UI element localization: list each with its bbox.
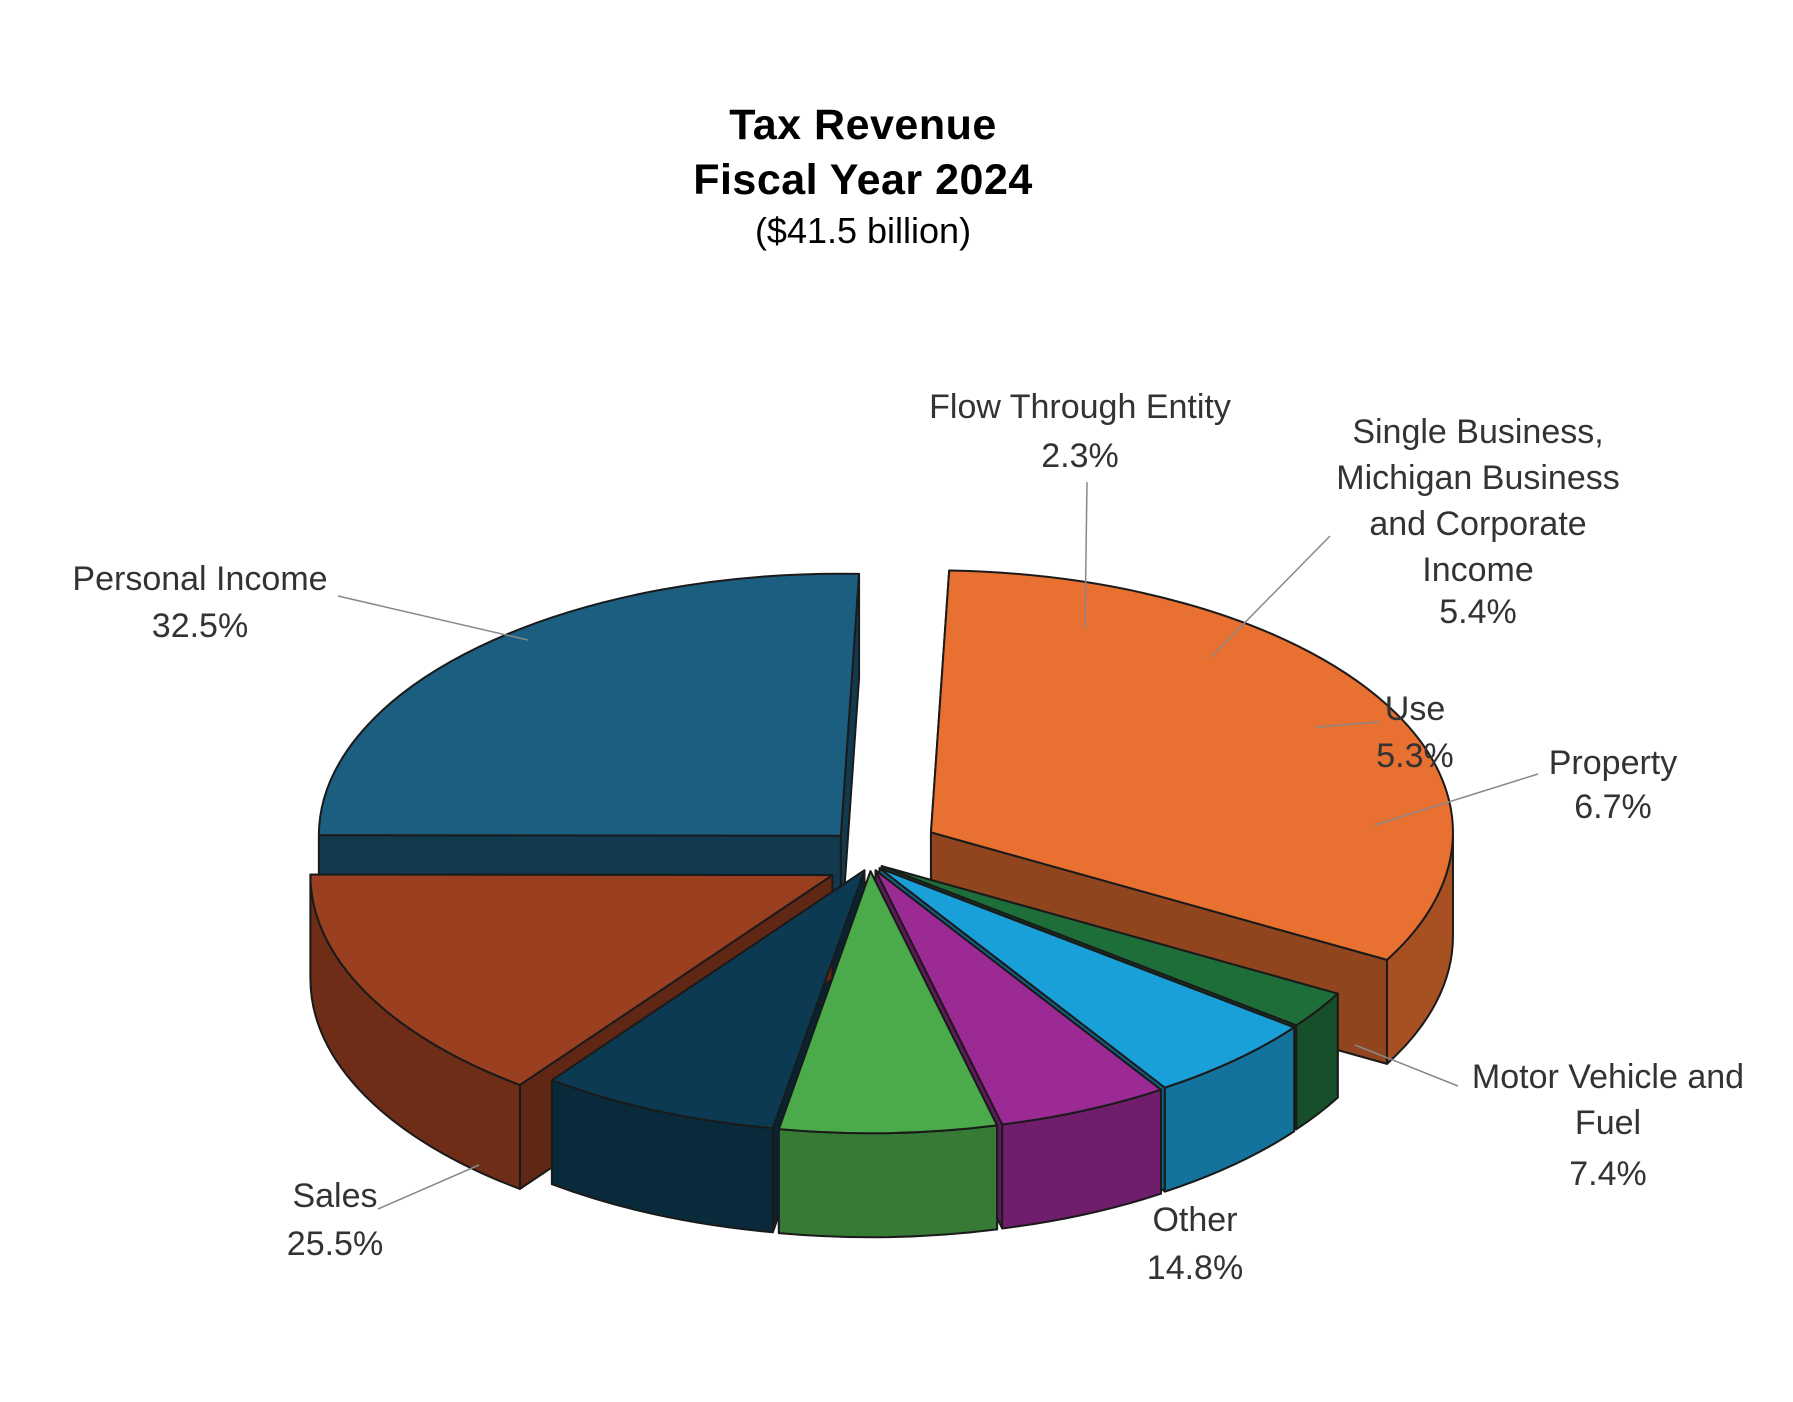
chart-total: ($41.5 billion) <box>754 210 972 251</box>
slice-percent-flow-through-entity: 2.3% <box>1041 437 1119 475</box>
pie-slice-use <box>874 869 1162 1126</box>
pie-slice-flow-through-entity <box>880 865 1339 1027</box>
leader-line-property <box>1374 773 1539 826</box>
slice-percent-sales: 25.5% <box>287 1225 383 1263</box>
slice-percent-use: 5.3% <box>1376 737 1454 775</box>
slice-labels: Personal Income 32.5% Flow Through Entity 2… <box>72 388 1744 1287</box>
pie-slice-sales <box>317 572 861 837</box>
pie-slice-single-business-michigan-business-and-corporate-income <box>878 867 1296 1089</box>
slice-label-use: Use <box>1385 690 1445 728</box>
pie-slice-personal-income <box>929 569 1454 961</box>
pie-tops <box>309 569 1454 1135</box>
slice-label-single-business-michigan-business-and-corporate-income: Single Business, Michigan Business and Cor… <box>1336 413 1619 589</box>
slice-percent-motor-vehicle-and-fuel: 7.4% <box>1569 1155 1647 1193</box>
slice-label-personal-income: Personal Income <box>72 560 327 598</box>
leader-line-single-business-michigan-business-and-corporate-income <box>1210 535 1331 658</box>
pie-rim-4 <box>777 1124 999 1239</box>
leader-line-flow-through-entity <box>1084 481 1088 629</box>
slice-label-motor-vehicle-and-fuel: Motor Vehicle and Fuel <box>1472 1058 1744 1142</box>
chart-subtitle: Fiscal Year 2024 <box>693 156 1033 204</box>
slice-label-sales: Sales <box>292 1177 377 1215</box>
pie-slice-other <box>309 873 834 1086</box>
slice-label-flow-through-entity: Flow Through Entity <box>929 388 1231 426</box>
slice-label-property: Property <box>1549 744 1678 782</box>
slice-percent-personal-income: 32.5% <box>152 607 248 645</box>
leader-line-use <box>1315 721 1381 728</box>
chart-title: Tax Revenue <box>729 101 997 149</box>
pie-slice-property <box>777 870 999 1135</box>
slice-percent-other: 14.8% <box>1147 1249 1243 1287</box>
leader-line-sales <box>377 1164 480 1210</box>
slice-percent-property: 6.7% <box>1574 788 1652 826</box>
slice-label-other: Other <box>1152 1201 1237 1239</box>
leader-line-motor-vehicle-and-fuel <box>1354 1044 1459 1087</box>
pie-slice-motor-vehicle-and-fuel <box>550 869 866 1130</box>
leader-line-personal-income <box>337 595 529 641</box>
slice-percent-single-business-michigan-business-and-corporate-income: 5.4% <box>1439 593 1517 631</box>
chart-title-block: Tax Revenue Fiscal Year 2024 ($41.5 bill… <box>0 98 1726 254</box>
